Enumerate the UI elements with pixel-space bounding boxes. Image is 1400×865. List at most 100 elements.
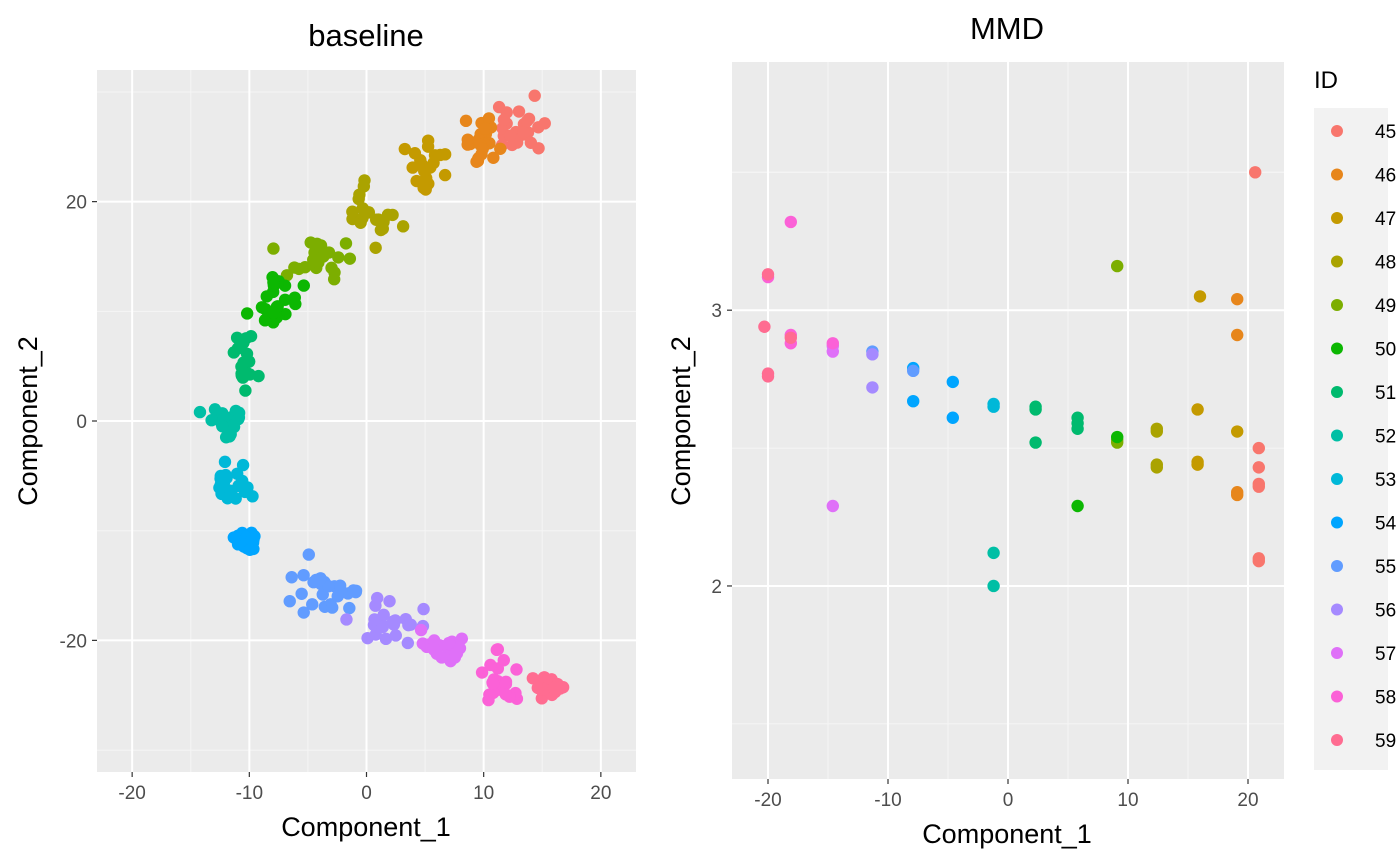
baseline-point-56 [401, 636, 415, 650]
legend-label-58: 58 [1375, 688, 1396, 709]
baseline-point-55 [314, 572, 327, 585]
legend-key-46 [1331, 168, 1343, 181]
baseline-point-50 [297, 279, 310, 292]
mmd-point-54 [907, 394, 920, 408]
mmd-title: MMD [970, 11, 1044, 46]
baseline-point-48 [396, 220, 410, 233]
baseline-point-57 [448, 651, 462, 664]
mmd-point-49 [1111, 259, 1124, 273]
baseline-point-56 [383, 595, 396, 608]
baseline-point-47 [408, 147, 422, 160]
legend-key-background [1314, 108, 1388, 770]
baseline-point-46 [476, 142, 489, 156]
baseline-point-45 [538, 117, 551, 130]
baseline-point-48 [353, 188, 366, 201]
legend-items: 45 46 47 48 49 50 51 52 53 54 55 56 57 58 59 [1331, 122, 1397, 752]
baseline-point-58 [497, 654, 510, 667]
baseline-point-46 [479, 122, 492, 135]
mmd-point-56 [866, 348, 879, 361]
baseline-y-tick-label: 20 [66, 193, 87, 214]
legend-label-54: 54 [1375, 514, 1397, 535]
legend-key-48 [1331, 255, 1343, 268]
baseline-point-51 [237, 336, 250, 349]
baseline-point-50 [289, 297, 302, 311]
mmd-point-57 [826, 499, 839, 513]
baseline-y-tick-label: -20 [60, 631, 87, 652]
baseline-title: baseline [308, 18, 423, 53]
baseline-point-46 [487, 151, 500, 165]
legend-label-51: 51 [1375, 383, 1396, 404]
mmd-x-tick-label: 20 [1237, 790, 1258, 811]
baseline-point-57 [442, 636, 456, 650]
baseline-point-46 [459, 114, 473, 128]
mmd-x-tick-label: -10 [874, 790, 901, 811]
mmd-ticks: -20 -10 0 10 20 2 3 [711, 301, 1258, 811]
baseline-point-47 [417, 181, 430, 195]
baseline-point-55 [347, 584, 360, 597]
baseline-point-46 [461, 133, 474, 146]
baseline-point-55 [333, 579, 347, 592]
mmd-point-54 [946, 375, 959, 389]
baseline-point-59 [531, 681, 544, 695]
mmd-point-47 [1193, 290, 1207, 303]
baseline-point-49 [322, 246, 336, 259]
baseline-point-47 [438, 148, 452, 161]
baseline-point-54 [245, 533, 258, 546]
legend-label-50: 50 [1375, 340, 1396, 361]
mmd-point-53 [987, 400, 1000, 413]
baseline-point-52 [232, 406, 246, 420]
baseline-panel: -20 -10 0 10 20 -20 0 20 baseline Component_1 C… [13, 18, 636, 842]
baseline-point-55 [283, 595, 296, 608]
baseline-point-59 [547, 681, 561, 695]
baseline-ticks: -20 -10 0 10 20 -20 0 20 [60, 193, 612, 804]
baseline-point-45 [492, 100, 506, 114]
mmd-point-59 [761, 268, 775, 281]
baseline-point-45 [520, 114, 534, 128]
baseline-point-49 [298, 261, 312, 274]
baseline-point-50 [267, 276, 280, 289]
mmd-y-tick-label: 3 [711, 301, 722, 322]
baseline-point-55 [297, 568, 310, 582]
mmd-point-45 [1252, 554, 1266, 568]
legend-label-48: 48 [1375, 253, 1396, 274]
legend-label-57: 57 [1375, 644, 1396, 665]
mmd-point-46 [1231, 328, 1244, 342]
baseline-point-52 [225, 420, 239, 433]
baseline-point-56 [402, 618, 415, 632]
baseline-point-47 [438, 168, 452, 182]
legend-label-56: 56 [1375, 601, 1396, 622]
baseline-point-55 [343, 601, 356, 615]
mmd-point-58 [826, 337, 839, 350]
baseline-point-47 [428, 149, 442, 162]
mmd-point-48 [1150, 422, 1164, 435]
baseline-point-55 [306, 598, 319, 611]
baseline-x-tick-label: 0 [361, 783, 372, 804]
baseline-point-46 [482, 112, 496, 125]
legend-label-59: 59 [1375, 731, 1396, 752]
legend-label-53: 53 [1375, 470, 1396, 491]
baseline-point-45 [504, 129, 517, 142]
mmd-point-59 [761, 370, 775, 383]
mmd-point-47 [1231, 425, 1244, 438]
baseline-point-56 [389, 614, 402, 627]
baseline-point-55 [331, 590, 344, 603]
mmd-y-axis-title: Component_2 [666, 336, 696, 506]
baseline-point-59 [526, 672, 540, 685]
legend: ID 45 46 47 48 49 50 51 52 53 54 55 56 57 58 59 [1314, 67, 1397, 770]
baseline-point-51 [227, 346, 241, 359]
legend-key-53 [1331, 473, 1343, 485]
baseline-point-48 [369, 241, 382, 254]
baseline-point-55 [295, 587, 308, 600]
baseline-point-57 [455, 632, 469, 645]
mmd-point-46 [1231, 486, 1244, 499]
mmd-point-59 [758, 320, 771, 333]
mmd-point-51 [1071, 422, 1084, 435]
baseline-point-58 [499, 688, 512, 701]
baseline-point-55 [297, 606, 310, 619]
baseline-point-49 [339, 237, 353, 250]
baseline-point-51 [237, 356, 250, 369]
baseline-point-56 [379, 632, 393, 646]
baseline-point-50 [267, 306, 280, 319]
mmd-point-59 [784, 331, 797, 344]
legend-key-50 [1331, 342, 1343, 355]
